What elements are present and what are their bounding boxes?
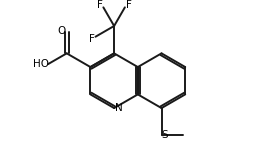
Text: F: F [126,0,132,10]
Text: F: F [89,34,95,44]
Text: HO: HO [33,59,49,69]
Text: N: N [115,103,123,113]
Text: S: S [161,131,168,140]
Text: O: O [58,26,66,36]
Text: F: F [96,0,102,10]
